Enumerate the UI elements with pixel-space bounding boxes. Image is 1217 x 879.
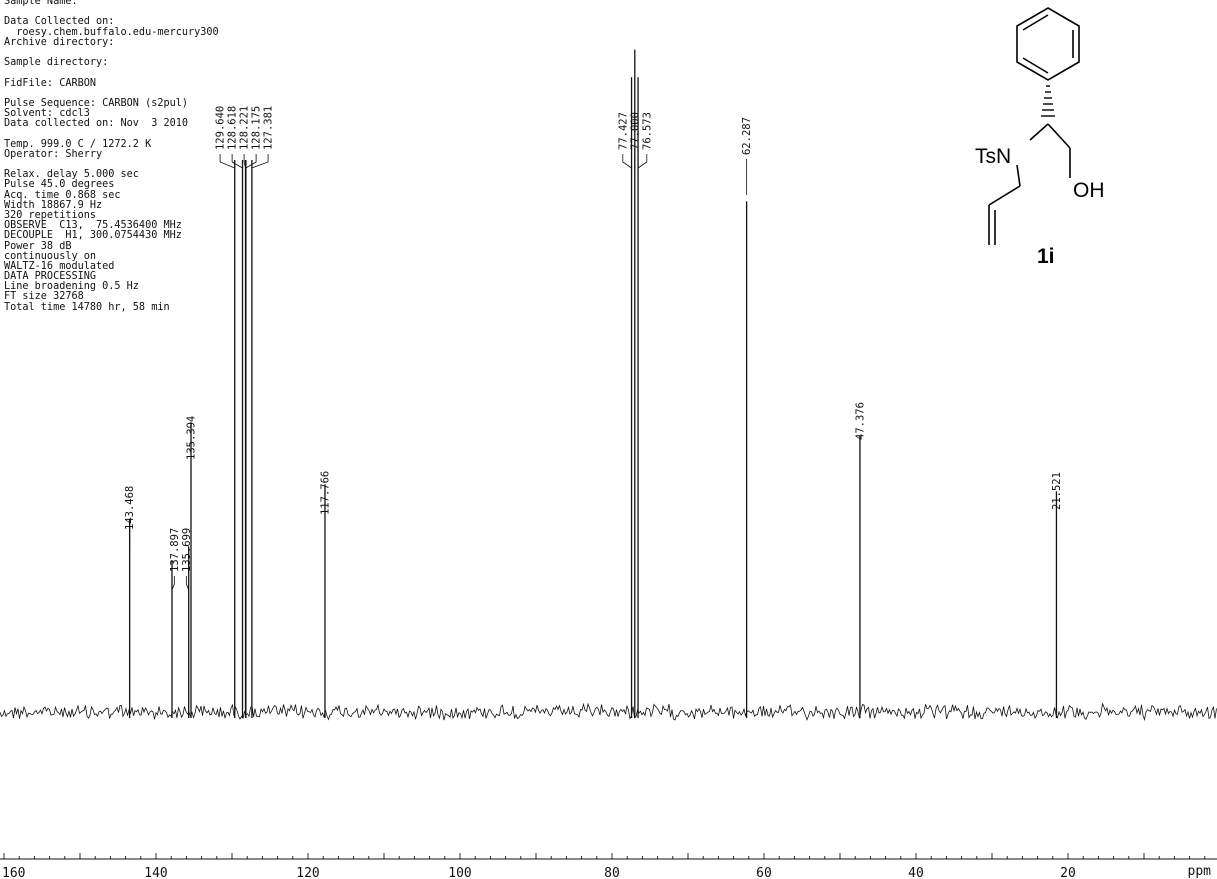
peak-label: 127.381 [263,106,275,150]
peak-leader-line [243,154,246,169]
parameter-line: Pulse Sequence: CARBON (s2pul) [4,97,189,109]
bond-ch-ch2 [1047,123,1071,149]
noise-trace [0,702,1217,721]
peak-label: 47.376 [854,402,866,440]
parameter-line: Width 18867.9 Hz [4,199,103,211]
parameter-line: DATA PROCESSING [4,271,97,283]
peak-label: 77.000 [629,112,641,150]
bond-allyl-ch [988,185,1021,206]
parameter-line: FidFile: CARBON [4,77,97,89]
x-tick-label: 120 [296,866,319,879]
parameter-line: Temp. 999.0 C / 1272.2 K [4,138,152,150]
peak-label: 143.468 [124,486,136,530]
ring-double-bond [1022,57,1049,74]
parameter-line: Line broadening 0.5 Hz [4,281,139,293]
parameter-line: Total time 14780 hr, 58 min [4,301,170,313]
baseline-noise [0,702,1217,721]
x-tick-label: 20 [1060,866,1076,879]
parameter-line: 320 repetitions [4,209,97,221]
peak-leader-line [622,154,632,169]
parameter-line: FT size 32768 [4,291,84,303]
peak-label: 128.221 [239,106,251,150]
bond-ch-n [1029,123,1049,141]
x-tick-label: 100 [448,866,471,879]
tsn-label: TsN [975,145,1011,168]
peak-label: 128.618 [227,106,239,150]
peak-label: 137.897 [169,528,181,572]
peak-label: 117.766 [319,471,331,515]
parameter-line: Power 38 dB [4,240,72,252]
x-edge-label: 160 [2,866,25,879]
parameter-line: WALTZ-16 modulated [4,260,115,272]
parameter-line: continuously on [4,250,97,262]
oh-label: OH [1073,179,1105,202]
parameter-line: roesy.chem.buffalo.edu-mercury300 [4,26,219,38]
peak-leader-line [637,154,648,169]
peak-label: 62.287 [741,117,753,155]
x-tick-label: 80 [604,866,620,879]
parameter-line: Solvent: cdcl3 [4,108,90,120]
parameter-line: Archive directory: [4,36,115,48]
peak-leader-line [171,576,175,591]
peak-labels: 143.468 137.897 135.699 135.394 129.640 128.6… [124,106,1063,591]
peak-leader-line [245,154,257,169]
peak-label: 76.573 [641,112,653,150]
parameter-line: Pulse 45.0 degrees [4,179,115,191]
x-tick-label: 40 [908,866,924,879]
bond-n-allyl [1016,164,1021,187]
x-tick-label: 140 [144,866,167,879]
parameter-line: Operator: Sherry [4,148,103,160]
parameter-line: OBSERVE C13, 75.4536400 MHz [4,220,182,232]
x-axis: 160 140 120 100 80 60 40 20 ppm [0,853,1217,879]
parameter-line: Relax. delay 5.000 sec [4,169,139,181]
peak-label: 128.175 [251,106,263,150]
parameter-line: DECOUPLE H1, 300.0754430 MHz [4,230,182,242]
parameter-line: Sample directory: [4,57,109,69]
peak-leader-line [219,154,235,169]
phenyl-ring [1016,7,1080,81]
peak-label: 21.521 [1051,472,1063,510]
peak-leader-line [231,154,243,169]
peak-label: 77.427 [617,112,629,150]
chemical-structure: TsN OH 1i [975,7,1105,268]
compound-label: 1i [1037,245,1055,268]
x-axis-unit: ppm [1188,864,1212,879]
parameter-line: Data collected on: Nov 3 2010 [4,118,189,130]
peak-leader-line [251,154,269,169]
parameter-line: Sample Name: [4,0,78,7]
peak-label: 129.640 [215,106,227,150]
x-tick-label: 60 [756,866,772,879]
parameter-line: Data Collected on: [4,16,115,28]
peak-label: 135.394 [186,416,198,460]
ring-double-bond [1022,14,1049,31]
acquisition-parameters: Sample Name: Data Collected on: roesy.che… [4,0,304,313]
peak-label: 135.699 [181,528,193,572]
parameter-line: Acq. time 0.868 sec [4,189,121,201]
hashed-wedge-bond [1041,85,1055,117]
peak-leader-line [185,576,190,591]
